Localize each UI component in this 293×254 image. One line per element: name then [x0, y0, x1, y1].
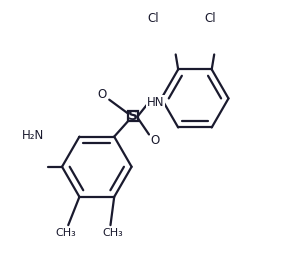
Text: H₂N: H₂N: [22, 129, 45, 142]
Text: O: O: [97, 88, 106, 101]
Text: CH₃: CH₃: [55, 228, 76, 237]
Text: Cl: Cl: [147, 12, 159, 25]
Text: HN: HN: [146, 96, 164, 109]
Text: CH₃: CH₃: [103, 228, 123, 237]
Text: S: S: [128, 109, 138, 123]
Bar: [128, 110, 138, 121]
Text: O: O: [151, 134, 160, 147]
Text: Cl: Cl: [204, 12, 216, 25]
